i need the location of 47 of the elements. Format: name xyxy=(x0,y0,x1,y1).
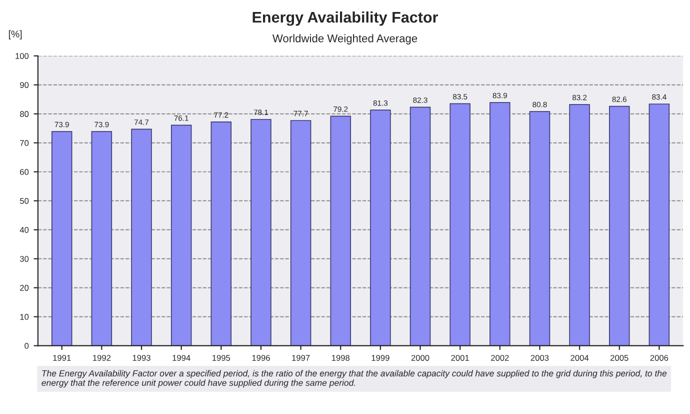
bar xyxy=(450,103,470,346)
bar xyxy=(490,102,510,346)
y-tick-label: 60 xyxy=(20,169,29,175)
y-tick-label: 100 xyxy=(16,53,29,59)
bar xyxy=(609,106,630,346)
y-tick-label: 10 xyxy=(20,314,29,320)
x-tick-label: 2002 xyxy=(491,354,509,361)
bar xyxy=(410,106,431,346)
x-tick-label: 1991 xyxy=(53,354,71,361)
y-tick-label: 80 xyxy=(20,111,29,117)
bar xyxy=(648,104,670,346)
y-tick-label: 90 xyxy=(20,82,29,88)
x-tick-label: 2004 xyxy=(570,354,589,361)
x-tick-label: 1993 xyxy=(132,354,150,361)
chart-title: Energy Availability Factor xyxy=(252,11,438,26)
bar xyxy=(250,118,272,346)
x-tick-label: 2000 xyxy=(411,354,430,361)
bar xyxy=(290,120,312,346)
x-tick-label: 2006 xyxy=(650,354,668,361)
y-tick-label: 50 xyxy=(20,198,29,204)
chart-subtitle: Worldwide Weighted Average xyxy=(272,34,418,45)
x-tick-label: 1998 xyxy=(332,354,350,361)
bar xyxy=(51,131,72,346)
x-tick-label: 2005 xyxy=(610,354,628,361)
y-tick-label: 40 xyxy=(20,226,29,233)
bar xyxy=(330,116,351,346)
y-tick-label: 70 xyxy=(20,140,29,146)
x-tick-label: 1994 xyxy=(172,354,190,361)
y-axis-title: [%] xyxy=(8,30,22,40)
x-tick-label: 1996 xyxy=(252,354,270,361)
bar xyxy=(569,104,590,346)
text: The Energy Availability Factor over a specified period, is the ratio of the energy that the available capacity could have supplied to the grid during this period, to the energy that the reference unit power could have supplied during the same period. xyxy=(42,370,667,388)
y-tick-label: 20 xyxy=(20,284,29,291)
x-tick-label: 1992 xyxy=(93,354,111,361)
y-tick-label: 0 xyxy=(24,342,29,349)
bar xyxy=(529,111,550,346)
bar xyxy=(131,128,152,346)
x-tick-label: 2001 xyxy=(451,354,469,361)
x-tick-label: 1997 xyxy=(292,354,310,361)
bar xyxy=(370,110,391,346)
bar xyxy=(170,124,192,346)
bar xyxy=(210,122,232,346)
x-tick-label: 1995 xyxy=(212,354,230,361)
x-tick-label: 1999 xyxy=(372,354,390,361)
x-tick-label: 2003 xyxy=(530,354,549,361)
y-tick-label: 30 xyxy=(20,256,29,262)
bar xyxy=(91,131,112,346)
